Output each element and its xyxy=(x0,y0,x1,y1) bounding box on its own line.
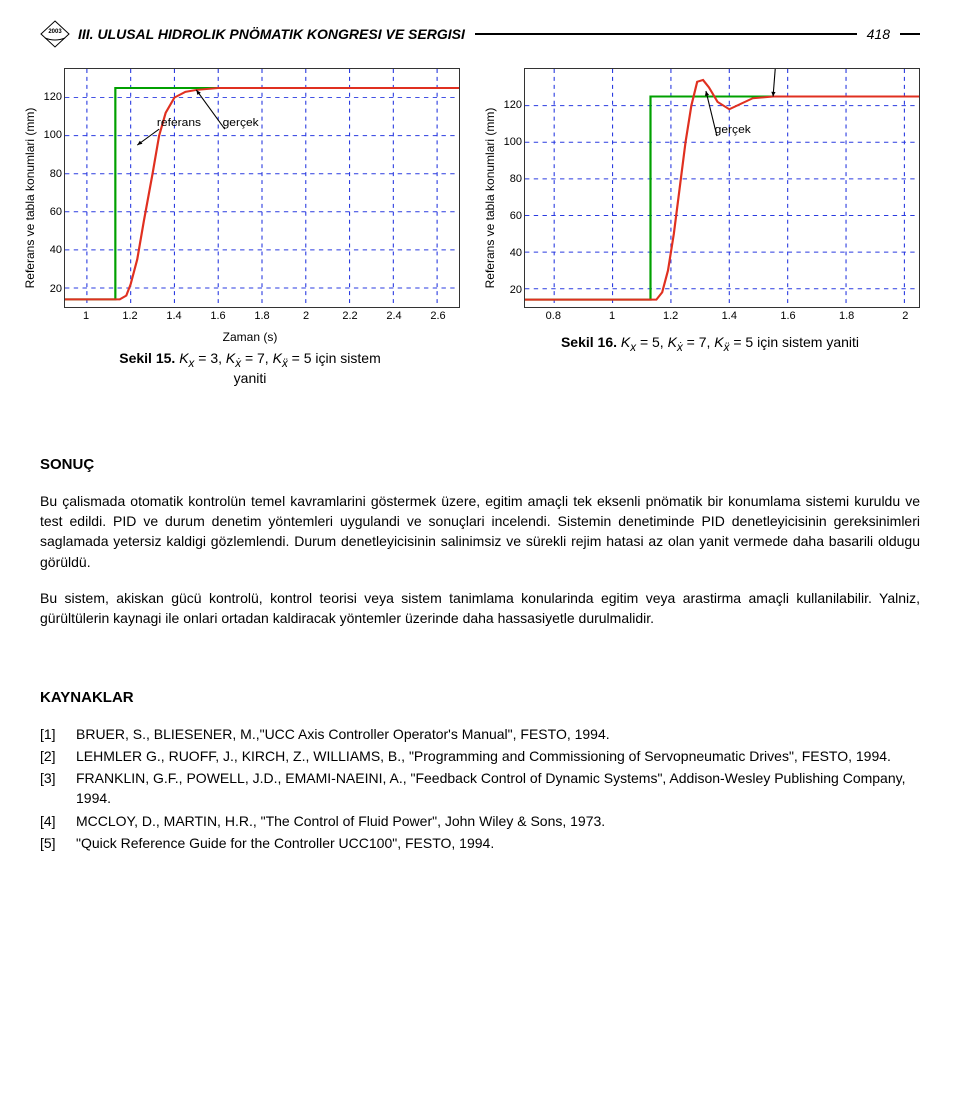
caption-formula: Kx = 3, Kẋ = 7, Kẍ = 5 için sistem xyxy=(179,350,381,366)
chart-right-ylabel: Referans ve tabla konumlari (mm) xyxy=(483,108,497,289)
reference-num: [1] xyxy=(40,724,66,744)
reference-item: [4] MCCLOY, D., MARTIN, H.R., "The Contro… xyxy=(40,811,920,831)
chart-left-ylabel: Referans ve tabla konumlari (mm) xyxy=(23,108,37,289)
logo: 2003 xyxy=(40,20,70,48)
reference-item: [1] BRUER, S., BLIESENER, M.,"UCC Axis Co… xyxy=(40,724,920,744)
page-header: 2003 III. ULUSAL HIDROLIK PNÖMATIK KONGR… xyxy=(40,20,920,48)
caption-rest: yaniti xyxy=(234,370,267,386)
page-number: 418 xyxy=(867,26,890,42)
chart-right-xticks: 0.811.21.41.61.82 xyxy=(524,310,920,328)
charts-row: Referans ve tabla konumlari (mm) 2040608… xyxy=(40,68,920,386)
sonuc-p2: Bu sistem, akiskan gücü kontrolü, kontro… xyxy=(40,588,920,629)
caption-formula: Kx = 5, Kẋ = 7, Kẍ = 5 için sistem yanit… xyxy=(621,334,859,350)
references-list: [1] BRUER, S., BLIESENER, M.,"UCC Axis Co… xyxy=(40,724,920,854)
reference-item: [3] FRANKLIN, G.F., POWELL, J.D., EMAMI-N… xyxy=(40,768,920,809)
header-rule xyxy=(475,33,857,35)
sonuc-p1: Bu çalismada otomatik kontrolün temel ka… xyxy=(40,491,920,572)
reference-text: LEHMLER G., RUOFF, J., KIRCH, Z., WILLIA… xyxy=(76,746,891,766)
chart-right-caption: Sekil 16. Kx = 5, Kẋ = 7, Kẍ = 5 için si… xyxy=(500,334,920,354)
chart-right-yticks: 20406080100120 xyxy=(506,68,522,308)
reference-text: BRUER, S., BLIESENER, M.,"UCC Axis Contr… xyxy=(76,724,610,744)
chart-left-plot: referans gerçek xyxy=(64,68,460,308)
reference-item: [2] LEHMLER G., RUOFF, J., KIRCH, Z., WIL… xyxy=(40,746,920,766)
reference-num: [4] xyxy=(40,811,66,831)
reference-num: [5] xyxy=(40,833,66,853)
svg-text:2003: 2003 xyxy=(48,29,62,35)
chart-left-yticks: 20406080100120 xyxy=(46,68,62,308)
kaynaklar-heading: KAYNAKLAR xyxy=(40,689,920,706)
reference-text: FRANKLIN, G.F., POWELL, J.D., EMAMI-NAEI… xyxy=(76,768,920,809)
chart-left: Referans ve tabla konumlari (mm) 2040608… xyxy=(40,68,460,386)
chart-left-caption: Sekil 15. Kx = 3, Kẋ = 7, Kẍ = 5 için si… xyxy=(40,350,460,386)
chart-right: Referans ve tabla konumlari (mm) 2040608… xyxy=(500,68,920,386)
sonuc-heading: SONUÇ xyxy=(40,456,920,473)
header-title: III. ULUSAL HIDROLIK PNÖMATIK KONGRESI V… xyxy=(78,26,465,42)
caption-bold: Sekil 15. xyxy=(119,350,175,366)
chart-left-xticks: 11.21.41.61.822.22.42.6 xyxy=(64,310,460,328)
svg-text:referans: referans xyxy=(157,118,201,129)
svg-text:gerçek: gerçek xyxy=(223,118,259,129)
header-rule-end xyxy=(900,33,920,35)
svg-text:gerçek: gerçek xyxy=(715,125,751,136)
reference-text: MCCLOY, D., MARTIN, H.R., "The Control o… xyxy=(76,811,605,831)
reference-item: [5] "Quick Reference Guide for the Contro… xyxy=(40,833,920,853)
chart-right-plot: referansgerçek xyxy=(524,68,920,308)
reference-num: [2] xyxy=(40,746,66,766)
reference-text: "Quick Reference Guide for the Controlle… xyxy=(76,833,494,853)
chart-left-xlabel: Zaman (s) xyxy=(40,330,460,344)
reference-num: [3] xyxy=(40,768,66,809)
caption-bold: Sekil 16. xyxy=(561,334,617,350)
